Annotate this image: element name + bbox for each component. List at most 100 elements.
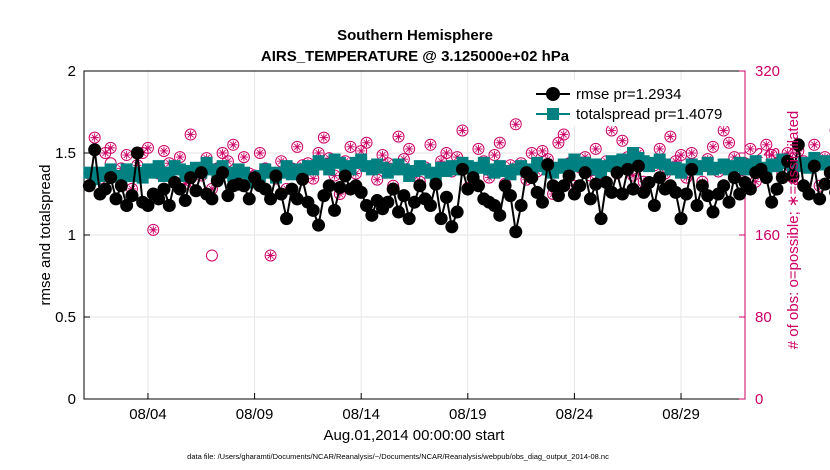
obs-assimilated-star (746, 144, 755, 154)
rmse-point (439, 190, 453, 204)
rmse-point (722, 195, 736, 209)
obs-assimilated-point (707, 140, 720, 153)
y-axis-label: rmse and totalspread (37, 165, 54, 306)
obs-assimilated-point (392, 130, 405, 143)
obs-assimilated-star (810, 140, 819, 149)
obs-assimilated-star (490, 150, 499, 160)
obs-assimilated-ring (664, 130, 677, 143)
obs-assimilated-star (591, 144, 600, 154)
rmse-point (530, 185, 544, 199)
rmse-point (775, 171, 789, 185)
obs-assimilated-point (744, 142, 757, 155)
obs-assimilated-point (264, 249, 277, 262)
rmse-point (791, 138, 805, 152)
rmse-point (621, 162, 635, 176)
obs-assimilated-point (675, 149, 688, 162)
obs-assimilated-star (309, 174, 318, 183)
rmse-point (807, 159, 821, 173)
obs-assimilated-star (554, 138, 563, 147)
chart-subtitle: AIRS_TEMPERATURE @ 3.125000e+02 hPa (261, 48, 570, 65)
obs-assimilated-star (314, 148, 323, 158)
obs-assimilated-star (538, 146, 547, 156)
rmse-point (216, 166, 230, 180)
rmse-point (786, 169, 800, 183)
rmse-point (152, 192, 166, 206)
x-tick-label: 08/09 (236, 406, 274, 423)
rmse-point (487, 198, 501, 212)
obs-assimilated-point (253, 147, 266, 159)
x-tick-label: 08/29 (662, 406, 700, 423)
rmse-point (328, 203, 342, 217)
rmse-point (338, 169, 352, 183)
obs-assimilated-point (685, 147, 698, 159)
obs-assimilated-ring (493, 136, 506, 149)
obs-assimilated-ring (808, 138, 821, 151)
rmse-point (194, 166, 208, 180)
obs-assimilated-point (760, 138, 773, 151)
obs-assimilated-point (557, 128, 570, 141)
rmse-point (237, 179, 251, 193)
obs-assimilated-point (808, 138, 821, 151)
obs-assimilated-ring (392, 130, 405, 143)
obs-assimilated-point (227, 138, 240, 151)
y2-tick-label: 80 (755, 309, 772, 326)
obs-assimilated-point (360, 136, 373, 149)
obs-assimilated-star (362, 138, 371, 147)
obs-assimilated-point (488, 149, 501, 162)
obs-assimilated-star (442, 148, 451, 158)
obs-assimilated-star (335, 189, 345, 199)
obs-assimilated-point (317, 131, 330, 144)
obs-assimilated-point (120, 149, 133, 162)
rmse-point (674, 212, 688, 226)
y-tick-label: 0 (68, 391, 76, 408)
rmse-point (653, 171, 667, 185)
obs-assimilated-point (424, 138, 437, 151)
rmse-point (514, 198, 528, 212)
obs-assimilated-star (666, 132, 675, 141)
x-axis-label: Aug.01,2014 00:00:00 start (324, 427, 506, 444)
rmse-point (402, 212, 416, 226)
y-tick-label: 1 (68, 227, 76, 244)
obs-assimilated-star (378, 150, 387, 160)
rmse-point (173, 182, 187, 196)
rmse-point (647, 198, 661, 212)
rmse-point (130, 146, 144, 160)
obs-assimilated-point (157, 144, 170, 157)
rmse-point (392, 205, 406, 219)
rmse-point (423, 198, 437, 212)
obs-assimilated-star (255, 148, 265, 158)
obs-assimilated-ring (344, 140, 357, 153)
rmse-point (610, 166, 624, 180)
rmse-point (461, 182, 475, 196)
y2-axis-label: # of obs: o=possible; ∗=assimilated (785, 111, 802, 350)
obs-assimilated-point (88, 131, 101, 144)
rmse-point (802, 187, 816, 201)
obs-assimilated-star (319, 133, 329, 142)
rmse-point (743, 182, 757, 196)
obs-assimilated-ring (141, 141, 154, 154)
rmse-point (813, 192, 827, 206)
obs-assimilated-ring (456, 124, 469, 137)
rmse-point (701, 189, 715, 203)
rmse-point (365, 208, 379, 222)
rmse-point (205, 192, 219, 206)
rmse-point (605, 185, 619, 199)
x-tick-label: 08/24 (556, 406, 594, 423)
rmse-point (184, 171, 198, 185)
rmse-point (557, 179, 571, 193)
obs-assimilated-star (527, 148, 536, 158)
obs-assimilated-point (403, 142, 416, 155)
rmse-point (493, 208, 507, 222)
obs-assimilated-star (122, 150, 131, 160)
rmse-point (706, 205, 720, 219)
rmse-point (541, 157, 555, 171)
obs-possible-point (205, 249, 218, 262)
rmse-point (360, 198, 374, 212)
rmse-point (114, 179, 128, 193)
obs-assimilated-star (133, 161, 142, 170)
x-tick-label: 08/19 (449, 406, 487, 423)
obs-assimilated-point (291, 140, 304, 153)
rmse-point (98, 182, 112, 196)
obs-assimilated-star (372, 175, 382, 184)
obs-assimilated-ring (616, 134, 629, 147)
